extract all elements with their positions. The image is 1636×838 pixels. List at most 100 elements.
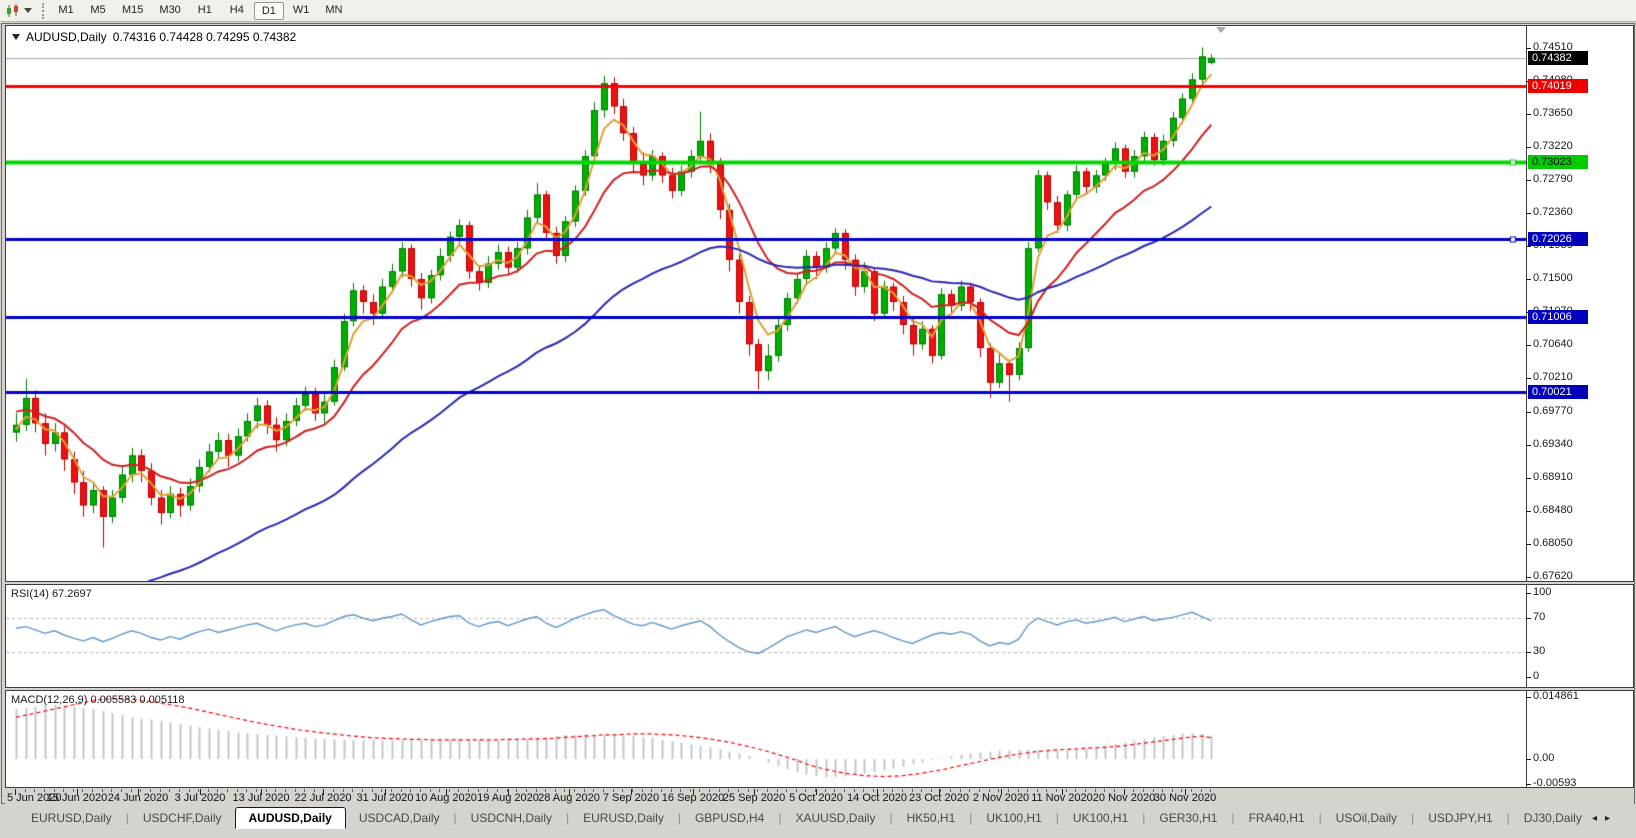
symbol-tab-usdchf-daily[interactable]: USDCHF,Daily bbox=[142, 811, 222, 825]
bar-tick bbox=[796, 789, 797, 792]
bar-tick bbox=[883, 789, 884, 792]
tab-separator: | bbox=[1231, 811, 1235, 825]
symbol-tab-usoil-daily[interactable]: USOil,Daily bbox=[1335, 811, 1398, 825]
bar-tick bbox=[44, 789, 45, 792]
price-tick-label: 0.70210 bbox=[1533, 371, 1573, 383]
date-axis[interactable]: 5 Jun 2020 15 Jun 2020 24 Jun 2020 3 Jul 20… bbox=[5, 789, 1634, 804]
date-tick bbox=[1001, 789, 1002, 795]
symbol-tab-gbpusd-h4[interactable]: GBPUSD,H4 bbox=[694, 811, 765, 825]
bar-tick bbox=[217, 789, 218, 792]
symbol-tab-uk100-h1[interactable]: UK100,H1 bbox=[986, 811, 1042, 825]
price-tick bbox=[1526, 445, 1531, 446]
bar-tick bbox=[613, 789, 614, 792]
bar-tick bbox=[275, 789, 276, 792]
rsi-tick-label: 100 bbox=[1533, 586, 1552, 598]
bar-tick bbox=[1056, 789, 1057, 792]
symbol-tab-hk50-h1[interactable]: HK50,H1 bbox=[906, 811, 956, 825]
bar-tick bbox=[246, 789, 247, 792]
timeframe-button-m30[interactable]: M30 bbox=[159, 3, 181, 16]
bar-tick bbox=[1018, 789, 1019, 792]
price-tick bbox=[1526, 378, 1531, 379]
price-tick-label: 0.68050 bbox=[1533, 537, 1573, 549]
symbol-tab-eurusd-daily[interactable]: EURUSD,Daily bbox=[31, 811, 112, 825]
collapse-triangle-icon[interactable] bbox=[12, 34, 20, 40]
bar-tick bbox=[950, 789, 951, 792]
bar-tick bbox=[54, 789, 55, 792]
timeframe-button-mn[interactable]: MN bbox=[325, 3, 343, 16]
bar-tick bbox=[854, 789, 855, 792]
toolbar-grip[interactable] bbox=[42, 2, 45, 19]
price-tick bbox=[1526, 577, 1531, 578]
date-tick bbox=[693, 789, 694, 795]
bar-tick bbox=[381, 789, 382, 792]
bar-tick bbox=[401, 789, 402, 792]
bar-tick bbox=[844, 789, 845, 792]
timeframe-toolbar: M1 M5 M15 M30 H1 H4 D1 W1 MN bbox=[0, 0, 1636, 22]
symbol-tab-ger30-h1[interactable]: GER30,H1 bbox=[1159, 811, 1218, 825]
bar-tick bbox=[237, 789, 238, 792]
date-tick bbox=[1124, 789, 1125, 795]
date-label: 25 Sep 2020 bbox=[722, 792, 786, 804]
timeframe-button-h1[interactable]: H1 bbox=[197, 3, 212, 16]
bar-tick bbox=[931, 789, 932, 792]
tabs-scroll-left-icon[interactable]: ◂ bbox=[1592, 812, 1598, 824]
timeframe-button-d1[interactable]: D1 bbox=[253, 1, 284, 20]
rsi-canvas[interactable] bbox=[6, 585, 1526, 687]
bar-tick bbox=[873, 789, 874, 792]
timeframe-button-m1[interactable]: M1 bbox=[58, 3, 74, 16]
symbol-tab-fra40-h1[interactable]: FRA40,H1 bbox=[1248, 811, 1305, 825]
bar-tick bbox=[1172, 789, 1173, 792]
bar-tick bbox=[1046, 789, 1047, 792]
bar-tick bbox=[1008, 789, 1009, 792]
tab-separator: | bbox=[1411, 811, 1415, 825]
timeframe-button-m5[interactable]: M5 bbox=[90, 3, 106, 16]
symbol-tab-audusd-daily[interactable]: AUDUSD,Daily bbox=[234, 807, 346, 829]
bar-tick bbox=[102, 789, 103, 792]
bar-tick bbox=[295, 789, 296, 792]
timeframe-button-w1[interactable]: W1 bbox=[292, 3, 310, 16]
symbol-tab-eurusd-daily[interactable]: EURUSD,Daily bbox=[583, 811, 664, 825]
bar-tick bbox=[1181, 789, 1182, 792]
tab-separator: | bbox=[453, 811, 457, 825]
bar-tick bbox=[458, 789, 459, 792]
date-label: 22 Jul 2020 bbox=[294, 792, 352, 804]
date-tick bbox=[569, 789, 570, 795]
bar-tick bbox=[834, 789, 835, 792]
symbol-tab-usdjpy-h1[interactable]: USDJPY,H1 bbox=[1428, 811, 1493, 825]
timeframe-button-m15[interactable]: M15 bbox=[122, 3, 144, 16]
price-tick-label: 0.73220 bbox=[1533, 140, 1573, 152]
symbol-tab-bar: EURUSD,Daily | USDCHF,Daily AUDUSD,Daily USD… bbox=[0, 806, 1636, 838]
date-tick bbox=[15, 789, 16, 795]
bar-tick bbox=[497, 789, 498, 792]
price-badge: 0.70021 bbox=[1528, 385, 1588, 399]
chart-shift-marker-icon[interactable] bbox=[1216, 27, 1226, 33]
bar-tick bbox=[198, 789, 199, 792]
bar-tick bbox=[825, 789, 826, 792]
bar-tick bbox=[719, 789, 720, 792]
bar-tick bbox=[179, 789, 180, 792]
bar-tick bbox=[372, 789, 373, 792]
date-label: 5 Oct 2020 bbox=[789, 792, 843, 804]
price-pane: 0.745100.740800.736500.732200.727900.723… bbox=[5, 25, 1634, 582]
date-label: 3 Jul 2020 bbox=[174, 792, 226, 804]
symbol-tab-usdcad-daily[interactable]: USDCAD,Daily bbox=[358, 811, 440, 825]
price-badge: 0.74382 bbox=[1528, 51, 1588, 65]
bar-tick bbox=[507, 789, 508, 792]
timeframe-button-h4[interactable]: H4 bbox=[229, 3, 244, 16]
date-label: 20 Nov 2020 bbox=[1092, 792, 1156, 804]
rsi-tick bbox=[1526, 593, 1531, 594]
price-tick bbox=[1526, 147, 1531, 148]
symbol-tab-uk100-h1[interactable]: UK100,H1 bbox=[1072, 811, 1129, 825]
price-chart-canvas[interactable] bbox=[6, 26, 1526, 581]
macd-canvas[interactable] bbox=[6, 691, 1526, 787]
symbol-tab-usdcnh-daily[interactable]: USDCNH,Daily bbox=[470, 811, 553, 825]
symbol-tab-xauusd-daily[interactable]: XAUUSD,Daily bbox=[795, 811, 876, 825]
bar-tick bbox=[208, 789, 209, 792]
tabs-scroll-right-icon[interactable]: ▸ bbox=[1605, 812, 1611, 824]
symbol-tab-dj30-daily[interactable]: DJ30,Daily bbox=[1523, 811, 1582, 825]
bar-tick bbox=[362, 789, 363, 792]
candlestick-chart-icon[interactable] bbox=[3, 2, 23, 20]
bar-tick bbox=[516, 789, 517, 792]
chevron-down-icon[interactable] bbox=[24, 8, 32, 13]
price-tick-label: 0.71500 bbox=[1533, 272, 1573, 284]
